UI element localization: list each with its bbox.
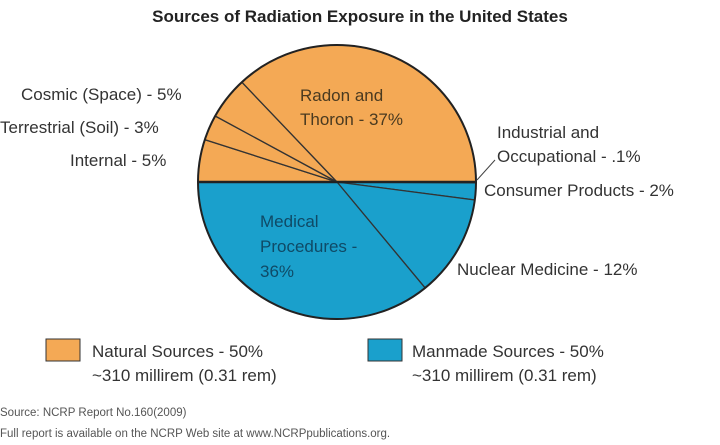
label-medical: Procedures -: [260, 237, 357, 256]
legend-swatch-natural: [45, 338, 81, 362]
label-radon: Radon and: [300, 86, 383, 105]
legend-manmade: Manmade Sources - 50%: [412, 342, 604, 361]
label-cosmic: Cosmic (Space) - 5%: [21, 85, 182, 104]
label-industrial: Occupational - .1%: [497, 147, 641, 166]
label-medical: Medical: [260, 212, 319, 231]
legend-manmade-dose: ~310 millirem (0.31 rem): [412, 366, 597, 385]
label-industrial: Industrial and: [497, 123, 599, 142]
label-internal: Internal - 5%: [70, 151, 166, 170]
industrial-leader-line: [476, 159, 496, 181]
label-radon: Thoron - 37%: [300, 110, 403, 129]
legend-swatch-manmade: [367, 338, 403, 362]
label-medical: 36%: [260, 262, 294, 281]
report-note: Full report is available on the NCRP Web…: [0, 428, 390, 440]
label-nuclear: Nuclear Medicine - 12%: [457, 260, 637, 279]
legend-natural-dose: ~310 millirem (0.31 rem): [92, 366, 277, 385]
legend-natural: Natural Sources - 50%: [92, 342, 263, 361]
label-terrestrial: Terrestrial (Soil) - 3%: [0, 118, 159, 137]
chart-title: Sources of Radiation Exposure in the Uni…: [152, 7, 568, 26]
label-consumer: Consumer Products - 2%: [484, 181, 674, 200]
source-note: Source: NCRP Report No.160(2009): [0, 407, 187, 419]
